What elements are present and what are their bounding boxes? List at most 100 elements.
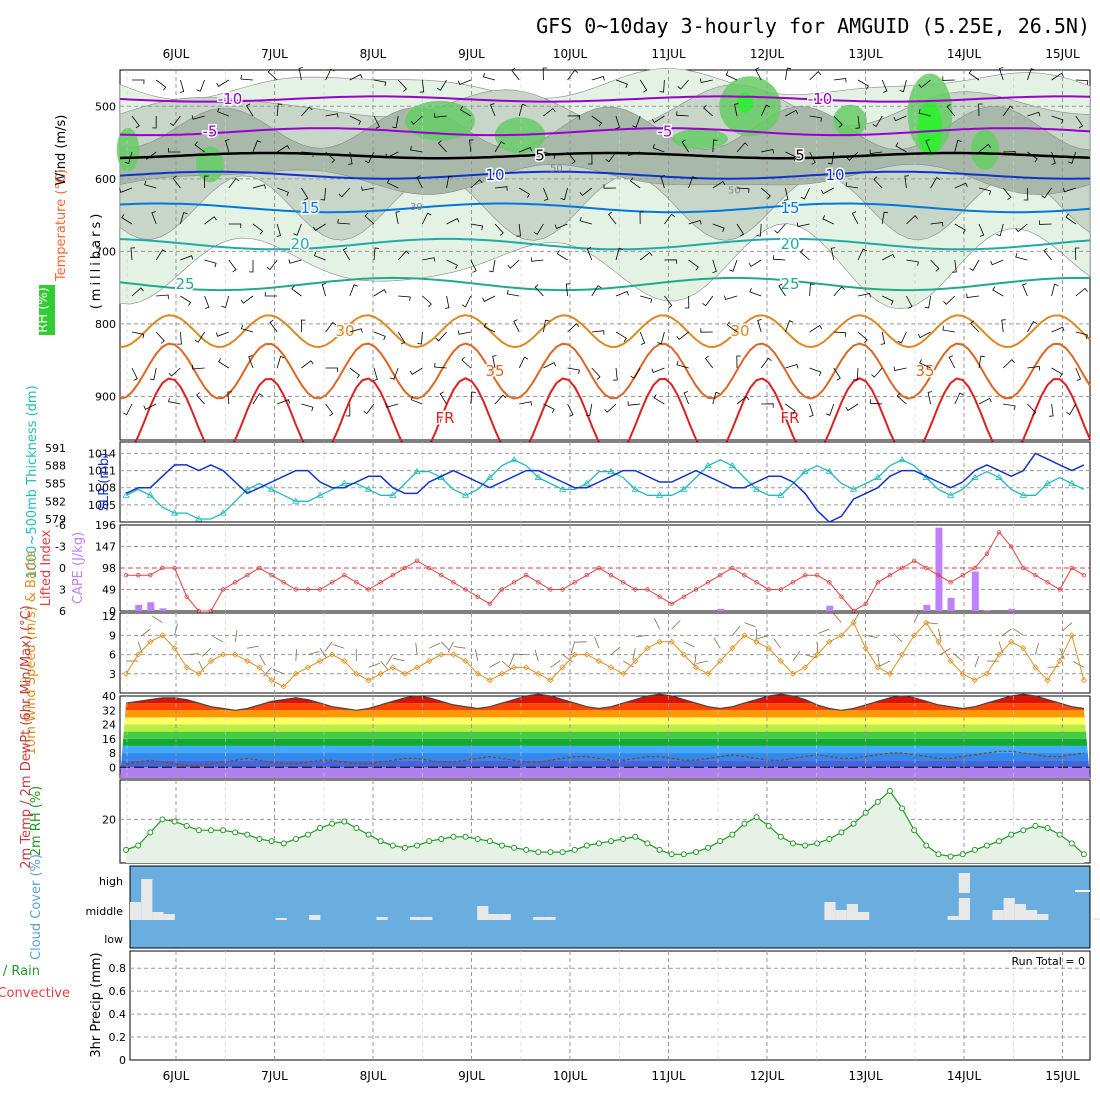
wind-barb (809, 283, 815, 297)
wind-barb (857, 331, 868, 344)
profile-temp-label: Temperature (°C) (54, 169, 69, 282)
li-point (766, 587, 771, 592)
li-point (257, 565, 262, 571)
cape-bar-9 (971, 571, 979, 611)
wind10-barb (247, 645, 260, 649)
wind-barb (410, 145, 423, 153)
wind-barb (325, 68, 335, 81)
wind-barb (363, 403, 375, 415)
wind10-barb (744, 622, 756, 628)
temp-band-8 (120, 710, 1090, 718)
rh2m-point (341, 818, 348, 825)
li-point (936, 572, 941, 578)
cloud-bar-0 (130, 902, 142, 920)
thickness-point (170, 509, 179, 516)
wind-barb (252, 184, 266, 189)
wind-barb (365, 151, 375, 164)
wind-barb (659, 79, 665, 93)
li-point (1021, 565, 1026, 571)
wind-barb (266, 259, 278, 271)
wind-barb (785, 109, 799, 117)
thick-tick-4: 579 (45, 513, 66, 526)
wind-barb (325, 321, 337, 333)
wind-barb (970, 320, 980, 333)
wind-barb (373, 115, 380, 129)
wind10-barb (632, 648, 636, 660)
rh2m-point (777, 833, 784, 840)
wind-speed-point (413, 664, 421, 671)
wind-barb (968, 69, 980, 81)
wind-barb (700, 78, 713, 83)
li-point (426, 565, 432, 571)
wind-speed-point (401, 670, 409, 677)
li-point (717, 572, 723, 578)
temp-line (126, 693, 1084, 711)
wind-barb (760, 357, 772, 369)
wind10-barb (879, 660, 891, 667)
rh2m-point (850, 820, 857, 827)
rh2m-point (389, 842, 396, 849)
cloud-bar-9 (421, 917, 433, 920)
wind-barb (821, 187, 834, 195)
wind-barb (978, 187, 992, 195)
thickness-point (607, 467, 615, 475)
isotherm-label-6-0: 25 (175, 275, 194, 293)
li-point (402, 565, 408, 571)
wind-barb (519, 401, 532, 406)
wind-barb (857, 79, 869, 90)
wind-barb (629, 177, 641, 189)
slp-label: SLP (mb) (97, 453, 112, 512)
profile-ytick-3: 800 (95, 318, 116, 331)
wind-speed-point (450, 651, 457, 658)
wind-speed-point (510, 664, 518, 671)
wind10-barb (429, 642, 441, 649)
wind-speed-point (122, 670, 130, 677)
wind-barb (1003, 403, 1016, 410)
wind10-barb (757, 635, 769, 640)
wind10-barb (152, 615, 163, 623)
wind-barb (1051, 72, 1064, 81)
wind10-barb (1062, 622, 1073, 631)
wind-barb (457, 79, 471, 86)
li-tick-0: -6 (55, 519, 66, 532)
temp-tick-1: 32 (102, 704, 116, 717)
li-tick-4: 6 (59, 605, 66, 618)
wind-barb (785, 403, 796, 415)
wind-barb (373, 367, 378, 381)
wind-speed-point (656, 638, 663, 645)
wind-barb (749, 288, 762, 297)
wind-barb (410, 115, 423, 125)
wind-barb (177, 331, 182, 345)
wind-panel: 12 9 6 3 10m Wind Speed (m/s) & Barbs (24, 550, 1091, 755)
wind-barb (927, 391, 933, 405)
wind-speed-point (753, 638, 760, 645)
li-point (705, 580, 711, 585)
wind-barb (422, 257, 436, 262)
cloud-tick-2: low (104, 933, 123, 946)
cloud-bar-8 (410, 917, 422, 920)
wind-barb (954, 139, 962, 153)
wind-barb (952, 259, 957, 273)
wind-barb (470, 179, 483, 189)
cloud-bar-21 (958, 873, 970, 893)
wind-barb (615, 331, 627, 342)
rh2m-point (268, 838, 275, 845)
wind-frame (119, 612, 1091, 694)
wind-barb (1002, 105, 1014, 117)
rh2m-point (814, 840, 821, 847)
wind-barb (880, 331, 886, 345)
wind10-barb (893, 633, 903, 643)
wind-barb (1075, 367, 1082, 381)
rh2m-point (729, 831, 736, 838)
thickness-point (461, 491, 470, 498)
wind-barb (586, 247, 593, 261)
cloud-bar-22 (992, 910, 1004, 920)
wind10-barb (307, 651, 320, 655)
cloud-bar-5 (275, 918, 287, 920)
wind-barb (482, 72, 496, 81)
wind-barb (1074, 247, 1080, 261)
profile-rh-label: RH (%) (36, 287, 51, 332)
thickness-point (1019, 491, 1028, 498)
li-point (148, 572, 153, 578)
thick-tick-0: 591 (45, 442, 66, 455)
